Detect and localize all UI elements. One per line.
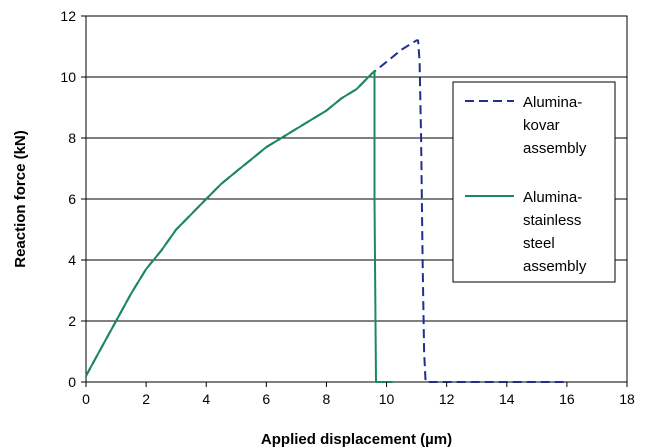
x-tick-label: 4 — [202, 391, 210, 407]
y-tick-label: 6 — [68, 191, 76, 207]
x-tick-label: 10 — [379, 391, 395, 407]
y-tick-label: 4 — [68, 252, 76, 268]
x-tick-label: 0 — [82, 391, 90, 407]
y-tick-label: 12 — [60, 8, 76, 24]
legend-label: kovar — [523, 117, 560, 134]
legend: Alumina-kovar assembly Alumina-stainless st… — [452, 81, 616, 283]
x-tick-label: 12 — [439, 391, 455, 407]
legend-label: Alumina- — [523, 189, 582, 206]
x-tick-label: 6 — [262, 391, 270, 407]
x-axis-label: Applied displacement (µm) — [261, 431, 452, 448]
x-tick-label: 14 — [499, 391, 515, 407]
y-tick-label: 8 — [68, 130, 76, 146]
x-tick-label: 16 — [559, 391, 575, 407]
y-tick-label: 10 — [60, 69, 76, 85]
series-line-2 — [85, 69, 393, 383]
y-axis-label: Reaction force (kN) — [12, 130, 29, 268]
x-axis-ticks: 0 2 4 6 8 10 12 14 16 18 — [82, 382, 635, 407]
y-axis-ticks: 0 2 4 6 8 10 12 — [60, 8, 86, 390]
legend-label: Alumina- — [523, 94, 582, 111]
legend-label: assembly — [523, 140, 587, 157]
series-layer — [85, 39, 567, 383]
legend-label: steel — [523, 235, 555, 252]
x-tick-label: 18 — [619, 391, 635, 407]
legend-box — [452, 81, 616, 283]
legend-label: assembly — [523, 258, 587, 275]
y-tick-label: 2 — [68, 313, 76, 329]
x-tick-label: 2 — [142, 391, 150, 407]
x-tick-label: 8 — [323, 391, 331, 407]
legend-label: stainless — [523, 212, 581, 229]
y-tick-label: 0 — [68, 374, 76, 390]
